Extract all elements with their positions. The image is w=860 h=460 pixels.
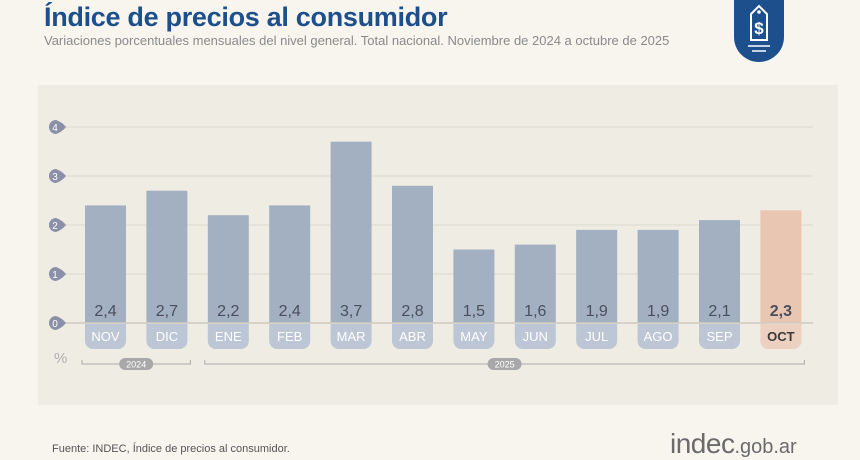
category-pill [207,324,249,349]
bar-abr [392,185,433,323]
category-pill [392,324,433,349]
data-label: 1,9 [647,303,669,320]
y-tick-label: 2 [52,221,58,232]
indec-logo: indec.gob.ar [670,428,797,460]
bar-dic [146,190,188,323]
page-title: Índice de precios al consumidor [44,2,448,32]
x-tick-label: NOV [91,329,120,344]
year-badge [119,358,154,370]
category-pill [330,324,372,349]
category-pill [576,324,618,349]
year-label: 2024 [126,360,146,370]
y-axis-unit: % [54,350,67,367]
x-tick-label: DIC [156,329,178,344]
bar-nov [85,205,126,323]
x-tick-label: ENE [215,329,242,344]
price-tag-dollar-icon: $ [734,0,784,62]
data-label: 1,9 [586,303,608,320]
data-label: 2,2 [217,303,239,320]
y-tick-marker [49,218,66,232]
category-pill [699,324,740,349]
data-label: 2,7 [156,303,178,320]
category-pill [85,324,126,349]
brand-suffix: .gob.ar [734,436,797,458]
y-tick-marker [49,267,66,281]
svg-text:$: $ [754,19,764,38]
data-label: 3,7 [340,303,362,320]
y-tick-label: 0 [52,319,58,330]
x-tick-label: JUL [585,329,608,344]
x-tick-label: MAY [460,329,488,344]
bar-mar [330,141,372,323]
bar-jun [514,244,556,323]
x-tick-label: JUN [523,329,548,344]
x-tick-label: SEP [706,329,732,344]
bar-oct [760,210,802,323]
category-pill [514,324,556,349]
data-label: 1,5 [463,303,485,320]
data-label: 1,6 [524,303,546,320]
y-tick-label: 4 [52,123,58,134]
data-label: 2,8 [401,303,423,320]
data-label: 2,4 [279,303,301,320]
category-pill [269,324,311,349]
data-label: 2,4 [94,303,116,320]
bar-feb [269,205,311,323]
y-tick-marker [49,120,66,134]
year-badge [487,358,522,370]
bar-ago [637,229,679,323]
bar-jul [576,229,618,323]
y-tick-label: 3 [52,172,58,183]
category-pill [146,324,188,349]
bar-may [453,249,495,323]
bar-sep [699,220,740,323]
y-tick-label: 1 [52,270,58,281]
x-tick-label: OCT [767,329,795,344]
brand-main: indec [670,428,735,459]
bar-ene [207,215,249,323]
source-note: Fuente: INDEC, Índice de precios al cons… [52,443,290,455]
category-pill [637,324,679,349]
data-label: 2,3 [770,303,792,320]
year-label: 2025 [495,360,515,370]
chart-panel: 0 1 2 3 4 NOV 2,4 DIC 2,7 ENE 2,2 FEB 2,4 MAR 3,7 ABR 2,… [38,85,838,405]
category-pill [453,324,495,349]
y-tick-marker [49,316,66,330]
category-pill [760,324,802,349]
x-tick-label: AGO [644,329,673,344]
x-tick-label: FEB [277,329,302,344]
x-tick-label: ABR [399,329,426,344]
data-label: 2,1 [708,303,730,320]
y-tick-marker [49,169,66,183]
bar-chart: 0 1 2 3 4 NOV 2,4 DIC 2,7 ENE 2,2 FEB 2,4 MAR 3,7 ABR 2,… [49,120,813,370]
x-tick-label: MAR [337,329,366,344]
page-subtitle: Variaciones porcentuales mensuales del n… [44,33,670,48]
